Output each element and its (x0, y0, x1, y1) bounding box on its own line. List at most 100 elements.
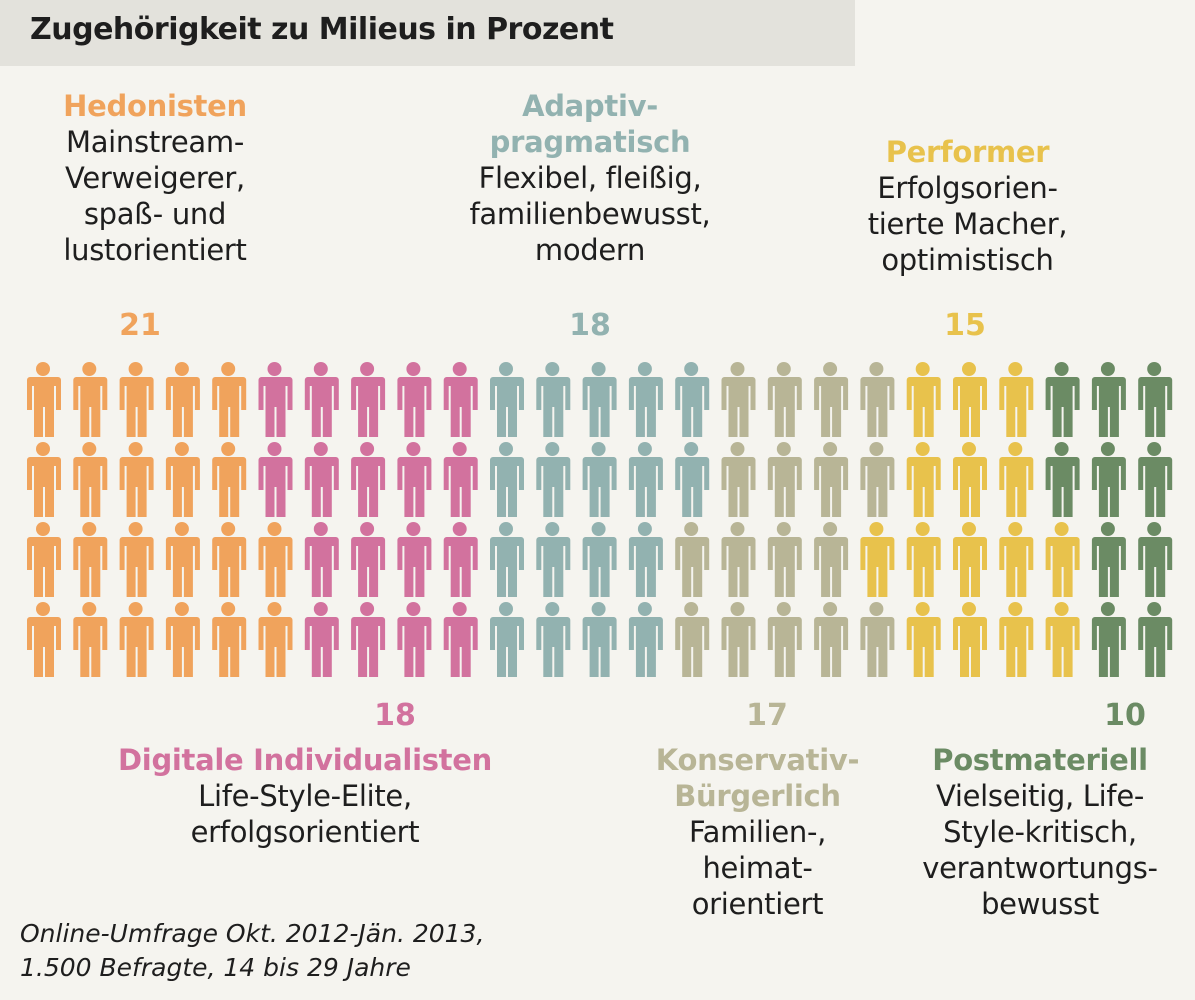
person-icon-hed (73, 602, 108, 677)
series-name: Postmateriell (932, 743, 1148, 777)
person-icon-hed (258, 522, 293, 597)
person-icon-dig (304, 602, 339, 677)
person-icon-per (953, 442, 987, 517)
person-icon-per (860, 522, 895, 597)
series-name: Konservativ- Bürgerlich (655, 743, 860, 813)
person-icon-ada (582, 362, 617, 437)
value-label-digitale: 18 (374, 698, 416, 733)
person-icon-pos (1045, 442, 1080, 517)
person-icon-dig (304, 522, 339, 597)
value-label-hedonisten: 21 (119, 308, 161, 343)
person-icon-per (1045, 602, 1080, 677)
series-description: Life-Style-Elite, erfolgsorientiert (190, 779, 420, 849)
person-icon-per (999, 522, 1034, 597)
person-icon-kon (860, 442, 895, 517)
person-icon-kon (814, 442, 849, 517)
series-name: Performer (885, 135, 1050, 169)
person-icon-dig (397, 442, 432, 517)
person-icon-hed (165, 522, 200, 597)
person-icon-ada (536, 602, 571, 677)
person-icon-hed (119, 602, 154, 677)
person-icon-pos (1138, 362, 1173, 437)
person-icon-ada (628, 602, 663, 677)
person-icon-dig (397, 602, 432, 677)
person-icon-hed (165, 442, 200, 517)
person-icon-per (953, 522, 987, 597)
person-icon-dig (443, 602, 478, 677)
person-icon-ada (490, 522, 524, 597)
person-icon-pos (1045, 362, 1080, 437)
series-description: Vielseitig, Life- Style-kritisch, verant… (922, 779, 1158, 921)
person-icon-dig (443, 522, 478, 597)
person-icon-hed (119, 442, 154, 517)
person-icon-ada (536, 362, 571, 437)
label-konservativ: Konservativ- Bürgerlich Familien-, heima… (620, 742, 895, 922)
person-icon-dig (443, 442, 478, 517)
person-icon-kon (860, 602, 895, 677)
person-icon-dig (397, 362, 432, 437)
person-icon-per (1045, 522, 1080, 597)
person-icon-per (906, 522, 941, 597)
person-icon-pos (1138, 602, 1173, 677)
person-icon-kon (767, 442, 802, 517)
person-icon-kon (814, 362, 849, 437)
person-icon-ada (582, 602, 617, 677)
person-icon-kon (860, 362, 895, 437)
person-icon-ada (582, 442, 617, 517)
person-icon-dig (258, 442, 293, 517)
person-icon-ada (536, 442, 571, 517)
person-icon-hed (212, 442, 247, 517)
person-icon-ada (536, 522, 571, 597)
series-description: Familien-, heimat- orientiert (688, 815, 827, 921)
person-icon-dig (351, 442, 386, 517)
person-icon-kon (721, 602, 756, 677)
person-icon-per (906, 362, 941, 437)
label-digitale: Digitale Individualisten Life-Style-Elit… (80, 742, 530, 850)
person-icon-ada (490, 362, 524, 437)
person-icon-kon (767, 522, 802, 597)
person-icon-dig (351, 602, 386, 677)
person-icon-per (999, 362, 1034, 437)
person-icon-pos (1138, 522, 1173, 597)
person-icon-kon (675, 602, 710, 677)
title-banner: Zugehörigkeit zu Milieus in Prozent (0, 0, 855, 66)
person-icon-hed (27, 362, 61, 437)
label-postmateriell: Postmateriell Vielseitig, Life- Style-kr… (900, 742, 1180, 922)
person-icon-hed (73, 442, 108, 517)
series-description: Erfolgsorien- tierte Macher, optimistisc… (867, 171, 1068, 277)
person-icon-dig (443, 362, 478, 437)
person-icon-ada (675, 362, 710, 437)
person-icon-ada (628, 362, 663, 437)
person-icon-kon (767, 602, 802, 677)
person-icon-hed (73, 522, 108, 597)
label-adaptiv: Adaptiv- pragmatisch Flexibel, fleißig, … (440, 88, 740, 268)
series-description: Mainstream- Verweigerer, spaß- und lusto… (63, 125, 247, 267)
person-icon-kon (721, 522, 756, 597)
person-icon-dig (351, 522, 386, 597)
value-label-postmateriell: 10 (1104, 698, 1146, 733)
person-icon-kon (721, 442, 756, 517)
person-icon-ada (628, 442, 663, 517)
label-performer: Performer Erfolgsorien- tierte Macher, o… (830, 134, 1105, 278)
value-label-adaptiv: 18 (569, 308, 611, 343)
person-icon-hed (165, 602, 200, 677)
series-name: Hedonisten (63, 89, 247, 123)
person-icon-hed (27, 442, 61, 517)
person-icon-per (953, 602, 987, 677)
person-icon-ada (628, 522, 663, 597)
person-icon-hed (212, 602, 247, 677)
person-icon-pos (1091, 442, 1126, 517)
person-icon-pos (1091, 522, 1126, 597)
series-name: Digitale Individualisten (118, 743, 492, 777)
chart-title: Zugehörigkeit zu Milieus in Prozent (30, 12, 614, 47)
person-icon-hed (73, 362, 108, 437)
person-icon-hed (212, 362, 247, 437)
person-icon-hed (27, 602, 61, 677)
series-name: Adaptiv- pragmatisch (489, 89, 691, 159)
person-icon-kon (767, 362, 802, 437)
person-icon-hed (212, 522, 247, 597)
person-icon-per (906, 602, 941, 677)
value-label-konservativ: 17 (746, 698, 788, 733)
person-icon-dig (258, 362, 293, 437)
person-icon-pos (1138, 442, 1173, 517)
